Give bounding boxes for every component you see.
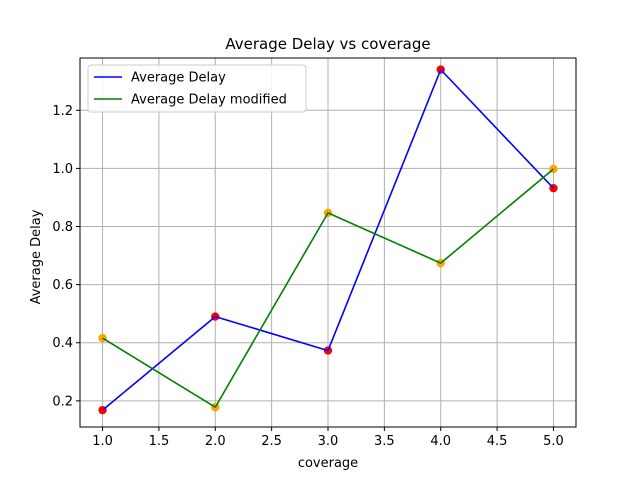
- x-tick-label: 1.5: [149, 434, 170, 449]
- chart-title: Average Delay vs coverage: [225, 35, 430, 53]
- y-tick-label: 1.2: [52, 104, 73, 119]
- y-tick-label: 1.0: [52, 162, 73, 177]
- x-tick-label: 5.0: [543, 434, 564, 449]
- y-tick-label: 0.2: [52, 394, 73, 409]
- series-layer: [98, 65, 558, 415]
- grid: [80, 58, 576, 427]
- legend-box: [87, 64, 307, 113]
- x-tick-label: 4.5: [487, 434, 508, 449]
- y-tick-label: 0.6: [52, 278, 73, 293]
- x-tick-label: 3.0: [318, 434, 339, 449]
- x-tick-label: 2.0: [205, 434, 226, 449]
- legend: Average Delay Average Delay modified: [87, 64, 307, 113]
- legend-label: Average Delay modified: [131, 93, 287, 108]
- x-tick-label: 4.0: [430, 434, 451, 449]
- x-tick-label: 1.0: [92, 434, 113, 449]
- x-tick-label: 3.5: [374, 434, 395, 449]
- series-1-line: [102, 68, 555, 411]
- y-axis-label: Average Delay: [29, 209, 44, 304]
- ticks: 1.0 1.5 2.0 2.5 3.0 3.5 4.0 4.5 5.0 0.2 0.4 0.6 0.8 1…: [52, 104, 563, 449]
- series-2-line: [102, 168, 554, 409]
- y-tick-label: 0.8: [52, 220, 73, 235]
- series-2-point: [98, 333, 107, 343]
- x-axis-label: coverage: [298, 456, 358, 471]
- x-tick-label: 2.5: [261, 434, 282, 449]
- y-tick-label: 0.4: [52, 336, 73, 351]
- legend-label: Average Delay: [131, 71, 226, 86]
